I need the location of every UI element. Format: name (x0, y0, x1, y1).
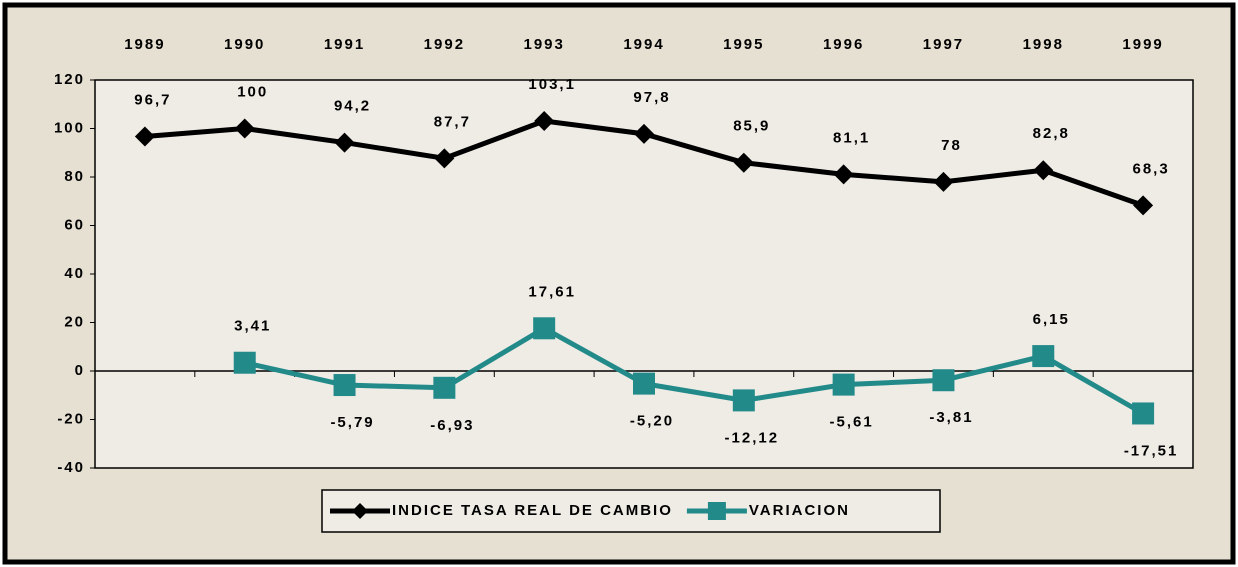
y-tick-label: 80 (64, 168, 85, 185)
marker (234, 118, 255, 139)
marker (533, 317, 556, 340)
x-tick-label: 1996 (823, 36, 864, 53)
marker (352, 503, 368, 519)
data-label: 68,3 (1132, 160, 1169, 177)
x-tick-label: 1989 (124, 36, 165, 53)
marker (433, 376, 456, 399)
marker (1133, 195, 1154, 216)
marker (832, 373, 855, 396)
y-tick-label: 20 (64, 313, 85, 330)
data-label: -5,79 (330, 414, 374, 431)
x-tick-label: 1991 (324, 36, 365, 53)
marker (707, 502, 726, 520)
x-tick-label: 1994 (623, 36, 664, 53)
marker (334, 132, 355, 153)
marker (1032, 345, 1055, 368)
x-tick-label: 1992 (424, 36, 465, 53)
series-line (244, 325, 1145, 416)
data-label: 82,8 (1033, 125, 1070, 142)
data-label: -5,61 (830, 414, 874, 431)
data-label: 81,1 (833, 129, 870, 146)
marker (633, 372, 655, 395)
legend-label: VARIACION (749, 502, 850, 519)
data-label: 94,2 (334, 98, 371, 115)
data-label: -5,20 (630, 413, 674, 430)
y-tick-label: -20 (57, 410, 85, 427)
marker (233, 351, 256, 374)
data-label: 85,9 (733, 118, 770, 135)
data-label: -3,81 (929, 409, 973, 426)
data-label: 78 (941, 137, 962, 154)
data-label: 3,41 (234, 318, 271, 335)
data-label: 97,8 (633, 89, 670, 106)
x-tick-label: 1997 (923, 36, 964, 53)
data-label: 96,7 (134, 91, 171, 108)
x-tick-label: 1993 (523, 36, 564, 53)
legend-label: INDICE TASA REAL DE CAMBIO (392, 502, 673, 519)
x-tick-label: 1999 (1122, 36, 1163, 53)
y-tick-label: 0 (75, 362, 85, 379)
data-label: -12,12 (725, 429, 780, 446)
marker (434, 148, 455, 169)
marker (634, 123, 654, 144)
marker (534, 110, 555, 131)
marker (732, 389, 755, 412)
data-label: 103,1 (528, 76, 576, 93)
x-tick-label: 1998 (1023, 36, 1064, 53)
marker (1132, 402, 1155, 425)
y-tick-label: 60 (64, 216, 85, 233)
y-tick-label: 100 (54, 119, 85, 136)
data-label: 17,61 (528, 283, 576, 300)
marker (932, 369, 955, 392)
marker (134, 126, 155, 147)
legend-box (321, 489, 941, 533)
data-label: 87,7 (434, 113, 471, 130)
x-tick-label: 1990 (224, 36, 265, 53)
marker (1033, 160, 1054, 181)
marker (333, 374, 356, 397)
marker (933, 171, 954, 192)
marker (733, 152, 754, 173)
marker (833, 164, 854, 185)
plot-area (94, 79, 1194, 469)
data-label: 6,15 (1033, 311, 1070, 328)
data-label: -17,51 (1124, 442, 1179, 459)
x-tick-label: 1995 (723, 36, 764, 53)
y-tick-label: 120 (54, 71, 85, 88)
data-label: -6,93 (430, 417, 474, 434)
y-tick-label: 40 (64, 265, 85, 282)
y-tick-label: -40 (57, 459, 85, 476)
data-label: 100 (237, 83, 268, 100)
